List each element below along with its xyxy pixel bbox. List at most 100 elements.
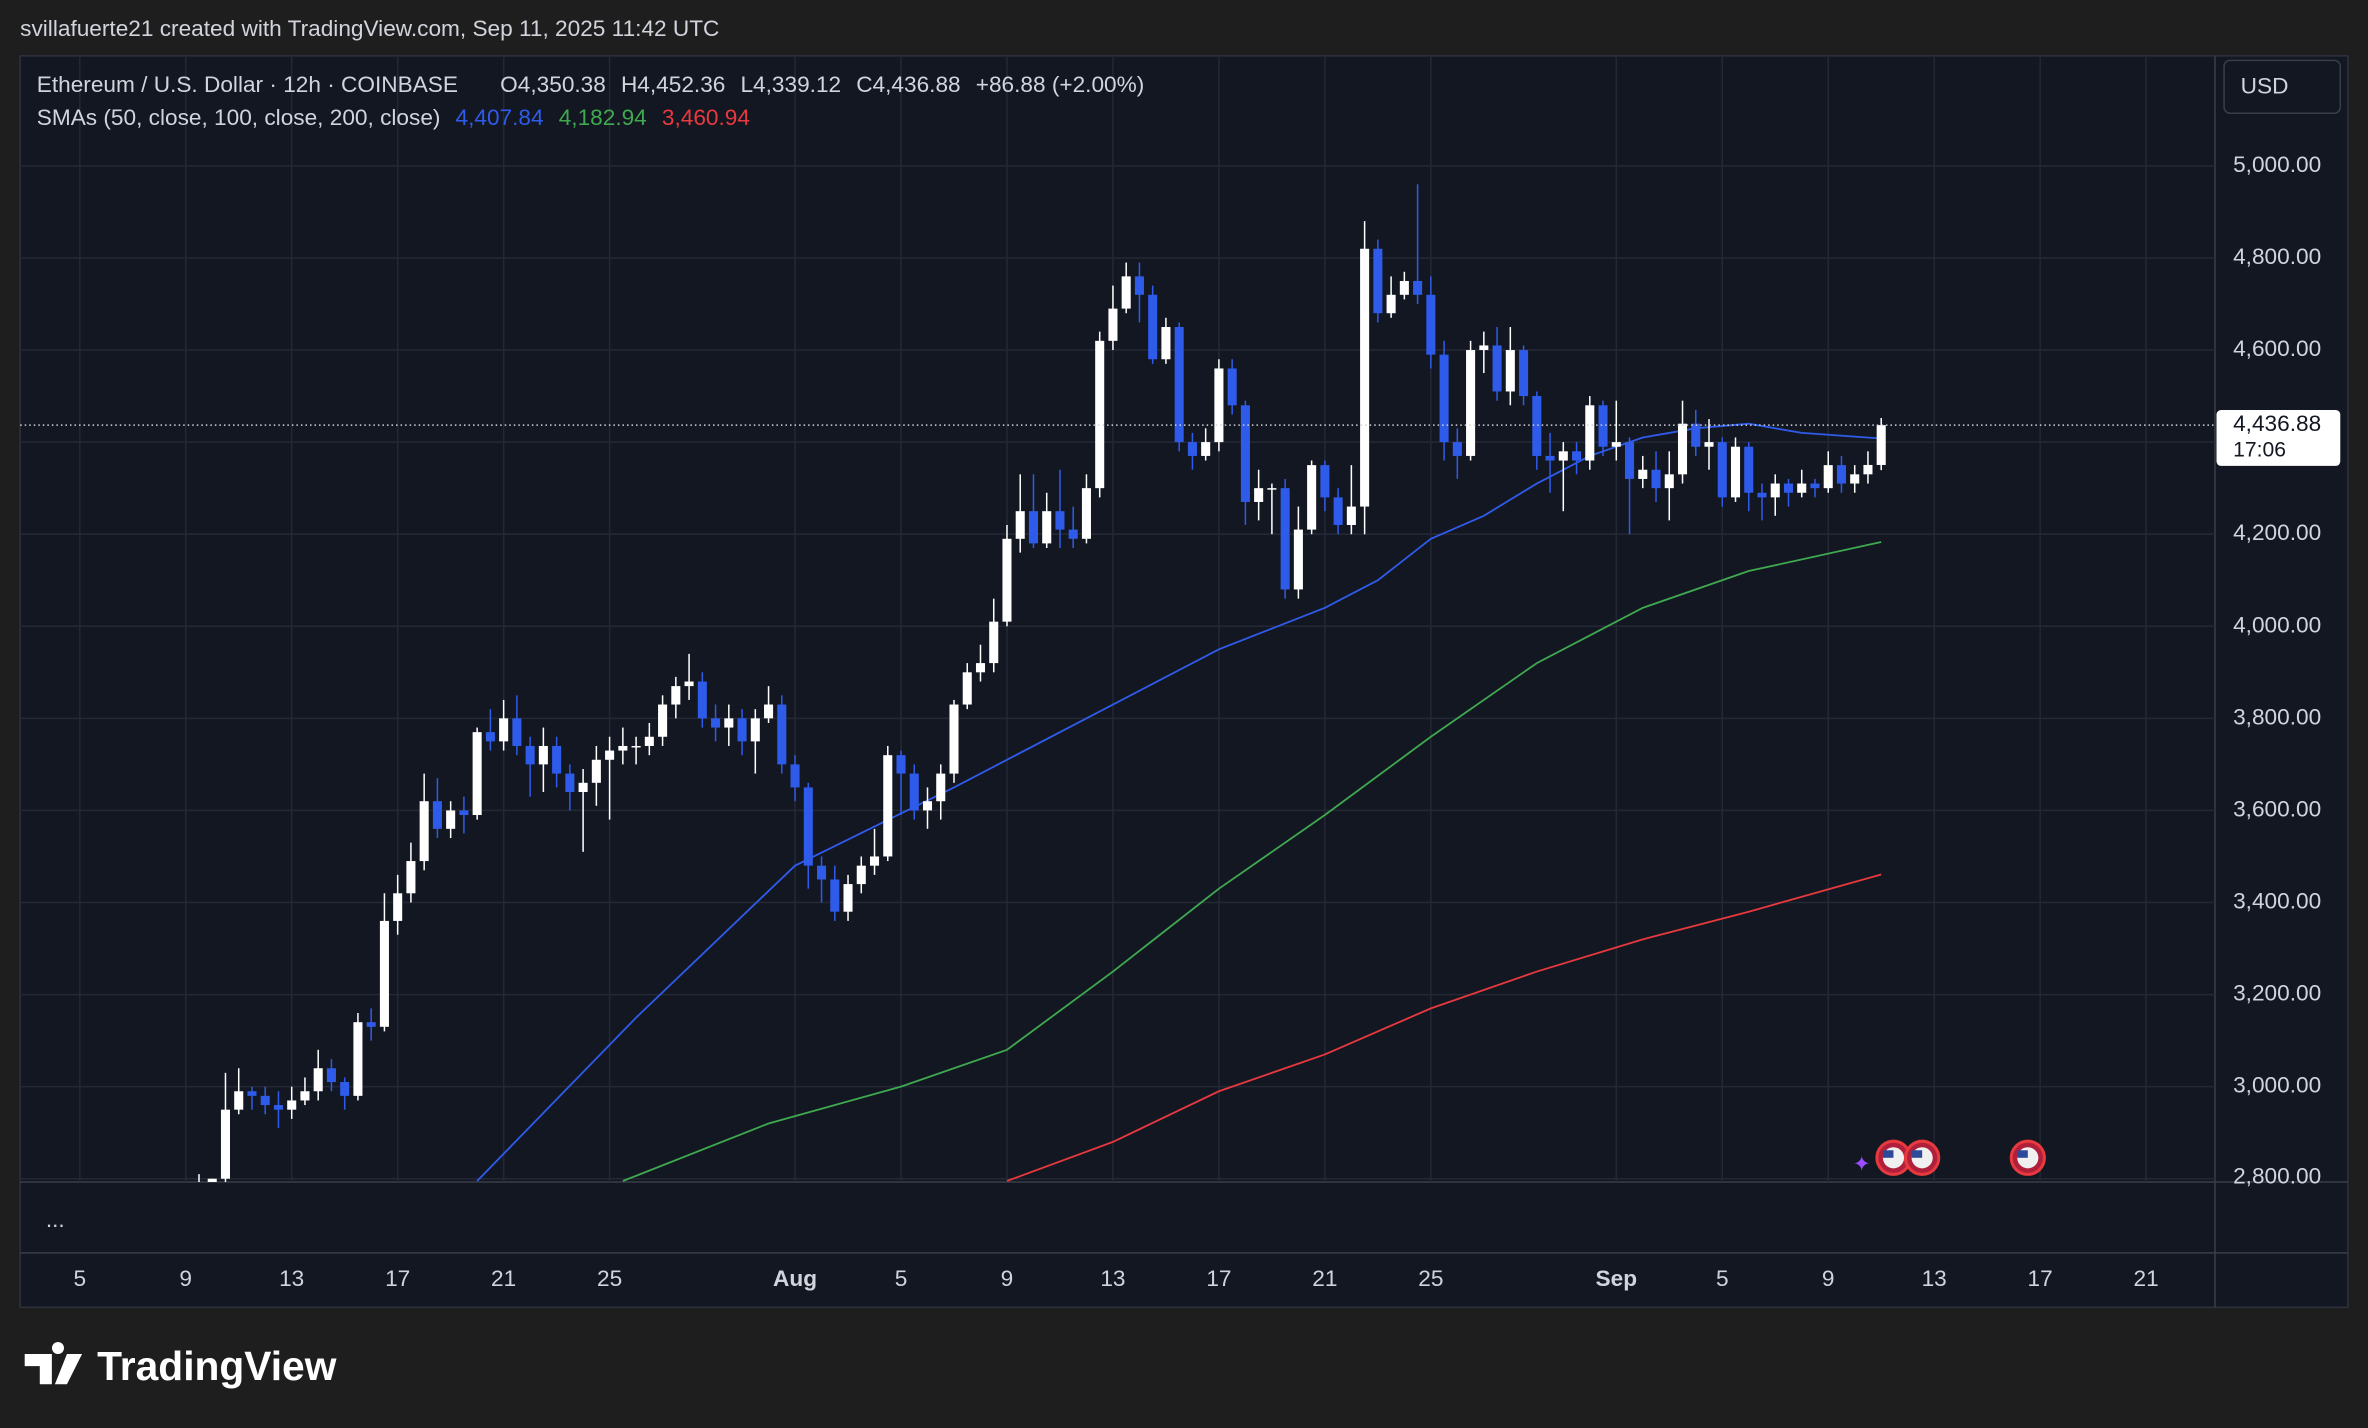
ohlc-label: L4,339.12 [740,72,841,97]
candle-body [750,718,760,742]
x-tick-label: Aug [773,1266,817,1291]
candle-body [1307,465,1317,530]
candle-body [631,745,641,748]
last-price-label: 4,436.88 [2233,411,2321,436]
event-flag[interactable] [1904,1139,1941,1176]
candle-body [1346,506,1356,525]
x-tick-label: 17 [385,1266,410,1291]
candle-body [962,672,972,705]
candle-body [1426,294,1436,355]
sma-legend-value: 3,460.94 [662,105,750,130]
candle-body [1373,248,1383,314]
candle-body [1015,511,1025,539]
candle-body [909,773,919,811]
indicator-label: SMAs (50, close, 100, close, 200, close) [37,105,441,130]
sma-legend-value: 4,407.84 [456,105,544,130]
candle-body [1797,483,1807,493]
candle-body [525,745,535,765]
candle-body [552,745,562,774]
candle-body [446,810,456,829]
candle-body [1850,474,1860,484]
candle-body [1532,396,1542,456]
author-line: svillafuerte21 created with TradingView.… [20,16,719,41]
candle-body [1201,442,1211,456]
candle-body [989,621,999,664]
candle-body [1598,405,1608,447]
candle-body [1664,474,1674,489]
event-icon[interactable]: ✦ [1853,1153,1871,1176]
x-tick-label: 13 [1100,1266,1125,1291]
candle-body [1134,276,1144,295]
candle-body [1293,529,1303,590]
candle-body [1479,345,1489,351]
candle-body [300,1091,310,1101]
candle-body [353,1022,363,1096]
candle-body [1333,497,1343,525]
candle-body [1214,368,1224,443]
event-flag[interactable] [2009,1139,2046,1176]
candle-body [1002,538,1012,622]
currency[interactable]: USD [2241,74,2289,99]
candle-body [1823,465,1833,489]
ohlc-label: +86.88 (+2.00%) [976,72,1145,97]
sma-line [1006,873,1882,1182]
brand: TradingView [97,1343,337,1389]
candle-body [896,755,906,774]
candle-body [1744,446,1754,493]
candle-body [1028,511,1038,544]
currency-button[interactable] [2223,59,2342,114]
candle-body [1360,248,1370,507]
candle-body [1042,511,1052,544]
candle-body [671,686,681,705]
candle-body [697,681,707,719]
candle-body [234,1091,244,1110]
candle-body [1452,442,1462,456]
candle-body [883,755,893,857]
candle-body [1505,350,1515,392]
candle-body [1770,483,1780,498]
candle-body [644,736,654,746]
candle-body [1148,294,1158,360]
candle-body [1068,529,1078,539]
candle-body [1783,483,1794,493]
candle-body [393,893,403,921]
candle-body [1757,492,1767,498]
axes: 2,800.00 3,000.00 3,200.00 3,400.00 3,600.00… [73,152,2321,1291]
last-price-box [2216,410,2341,466]
candle-body [1439,354,1449,443]
candle-body [724,718,734,728]
candle-body [366,1022,376,1027]
candle-body [273,1105,283,1110]
x-tick-label: 5 [1716,1266,1729,1291]
ohlc-label: O4,350.38 [500,72,606,97]
candle-body [1055,511,1065,530]
ohlc-label: H4,452.36 [621,72,725,97]
candle-body [1187,442,1197,456]
x-tick-label: 9 [1822,1266,1835,1291]
candle-body [459,810,469,816]
candle-body [499,718,509,742]
candle-body [936,773,946,802]
x-tick-label: 25 [1418,1266,1443,1291]
candle-body [1492,345,1502,392]
candle-body [287,1100,297,1110]
candle-body [1730,446,1741,498]
candle-body [790,764,800,788]
x-tick-label: 17 [2028,1266,2053,1291]
candle-body [1836,465,1846,484]
candle-body [1545,455,1555,461]
candle-body [764,704,774,719]
y-tick-label: 4,000.00 [2233,612,2321,637]
candle-body [658,704,668,737]
y-tick-label: 3,800.00 [2233,704,2321,729]
x-tick-label: 17 [1206,1266,1231,1291]
candle-body [949,704,959,774]
more-button[interactable]: ... [46,1207,65,1232]
candle-body [1876,425,1886,465]
candle-body [247,1091,257,1096]
candle-body [379,920,389,1027]
sma-legend-value: 4,182.94 [559,105,647,130]
candle-body [737,718,747,742]
candle-body [1386,294,1396,314]
